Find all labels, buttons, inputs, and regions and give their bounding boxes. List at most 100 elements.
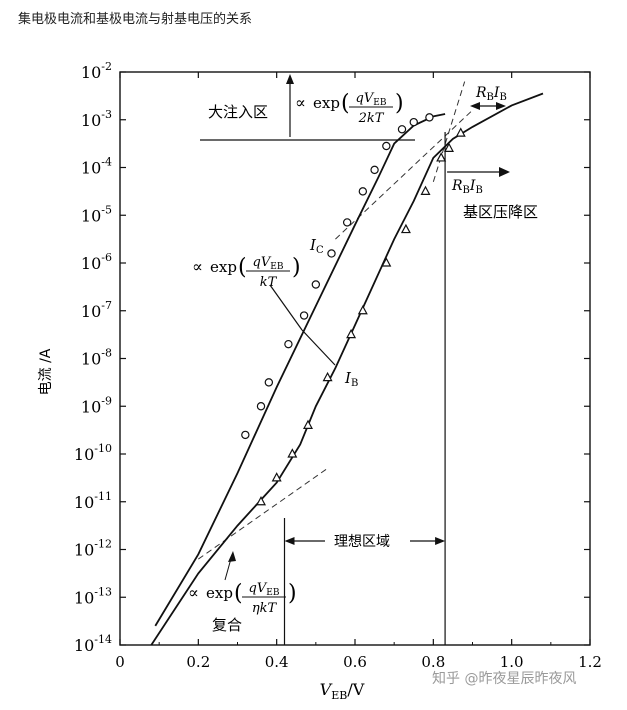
rbib-top-head-right: [496, 102, 506, 110]
fraction-denominator: 2kT: [358, 111, 385, 126]
y-tick-exp: -6: [101, 251, 112, 264]
y-tick-exp: -3: [101, 108, 112, 121]
paren-right: ): [395, 91, 404, 116]
numerator-sub: EB: [373, 98, 387, 108]
y-tick-base: 10: [81, 397, 101, 416]
point-I_B: [287, 448, 298, 458]
expr-recombination: ∝ exp(qVEB ηkT): [188, 581, 297, 616]
label-rbib-top-r: R: [475, 85, 487, 101]
asymptote-line: [432, 81, 466, 182]
y-tick-exp: -14: [94, 633, 112, 646]
point-I_C: [382, 141, 391, 151]
y-tick-exp: -11: [94, 490, 112, 503]
y-tick-label: 10-13: [74, 585, 112, 607]
y-tick-label: 10-3: [81, 108, 112, 130]
y-tick-base: 10: [74, 636, 94, 655]
x-axis-sub: EB: [331, 689, 347, 702]
y-tick-label: 10-11: [74, 490, 112, 512]
point-I_B: [455, 127, 466, 137]
point-I_C: [241, 430, 250, 440]
y-tick-label: 10-6: [81, 251, 112, 273]
y-tick-exp: -12: [94, 538, 112, 551]
ideal-arrowhead-right: [435, 537, 446, 545]
point-I_B: [400, 223, 411, 234]
recomb-arrowhead: [228, 551, 236, 562]
y-tick-label: 10-8: [81, 347, 112, 369]
page-heading: 集电极电流和基极电流与射基电压的关系: [18, 12, 253, 27]
point-I_C: [425, 113, 434, 122]
numerator-q: q: [253, 255, 261, 270]
pointer-to-ib: [301, 329, 336, 366]
exp-word: exp: [210, 258, 237, 276]
numerator-q: q: [249, 581, 257, 596]
y-tick-base: 10: [74, 445, 94, 464]
point-I_C: [342, 218, 352, 227]
numerator-v: V: [261, 255, 272, 270]
label-rbib-mid-rsub: B: [463, 185, 470, 196]
x-axis-unit: /V: [347, 680, 364, 699]
y-tick-exp: -7: [101, 299, 112, 312]
label-rbib-mid-r: R: [451, 178, 463, 194]
x-tick-label: 0.6: [343, 653, 367, 671]
label-ic: IC: [309, 236, 324, 256]
arrowhead-up: [286, 74, 294, 84]
label-ib-sub: B: [351, 378, 358, 389]
y-tick-exp: -5: [101, 203, 112, 216]
paren-left: (: [234, 581, 243, 606]
y-tick-base: 10: [81, 350, 101, 369]
y-tick-base: 10: [74, 541, 94, 560]
y-axis-label: 电流 /A: [38, 348, 54, 395]
numerator-v: V: [257, 581, 268, 596]
point-I_C: [256, 402, 266, 411]
y-tick-exp: -8: [101, 347, 112, 360]
rbib-mid-head: [499, 167, 510, 177]
label-rbib-top-i: I: [493, 85, 500, 101]
y-tick-label: 10-2: [81, 60, 112, 82]
y-tick-base: 10: [81, 111, 101, 130]
fraction-denominator: kT: [260, 275, 278, 290]
plot-border: [119, 71, 591, 646]
x-tick-label: 0.4: [265, 653, 289, 671]
label-ic-sub: C: [316, 245, 324, 256]
fraction-numerator: qVEB: [356, 91, 387, 108]
label-rbib-mid: RBIB: [451, 178, 483, 196]
y-tick-exp: -2: [101, 60, 112, 73]
exp-word: exp: [206, 584, 233, 602]
watermark-text: 知乎 @昨夜星辰昨夜风: [432, 671, 577, 687]
paren-left: (: [238, 255, 247, 280]
point-I_B: [346, 328, 357, 339]
proportional-sign: ∝: [188, 583, 199, 602]
y-tick-base: 10: [81, 302, 101, 321]
exp-word: exp: [313, 94, 340, 112]
point-I_C: [311, 280, 321, 289]
proportional-sign: ∝: [295, 93, 306, 112]
label-ib: IB: [344, 369, 358, 389]
point-I_C: [299, 311, 309, 320]
y-tick-base: 10: [74, 588, 94, 607]
plot-frame: [119, 71, 591, 646]
point-I_B: [357, 304, 368, 315]
paren-left: (: [341, 91, 350, 116]
y-tick-exp: -10: [94, 442, 112, 455]
point-I_C: [370, 165, 379, 175]
ideal-arrowhead-left: [284, 537, 295, 545]
expr-ideal: ∝ exp(qVEB kT): [192, 255, 301, 290]
label-ideal-region: 理想区域: [334, 534, 390, 550]
numerator-sub: EB: [266, 588, 280, 598]
series-layer: [150, 92, 544, 646]
point-I_B: [381, 257, 392, 267]
label-base-push: 基区压降区: [463, 203, 538, 221]
y-tick-base: 10: [81, 254, 101, 273]
expr-high-injection: ∝ exp( qVEB 2kT): [295, 91, 404, 126]
fraction-denominator: ηkT: [252, 601, 278, 616]
y-tick-base: 10: [81, 206, 101, 225]
paren-right: ): [292, 255, 301, 280]
x-ticks: 0 0.2 0.4 0.6 0.8 1.0 1.2: [115, 72, 602, 671]
point-I_B: [303, 419, 313, 429]
y-tick-label: 10-9: [81, 394, 112, 416]
numerator-q: q: [356, 91, 364, 106]
point-I_B: [436, 152, 447, 162]
numerator-sub: EB: [270, 262, 284, 272]
